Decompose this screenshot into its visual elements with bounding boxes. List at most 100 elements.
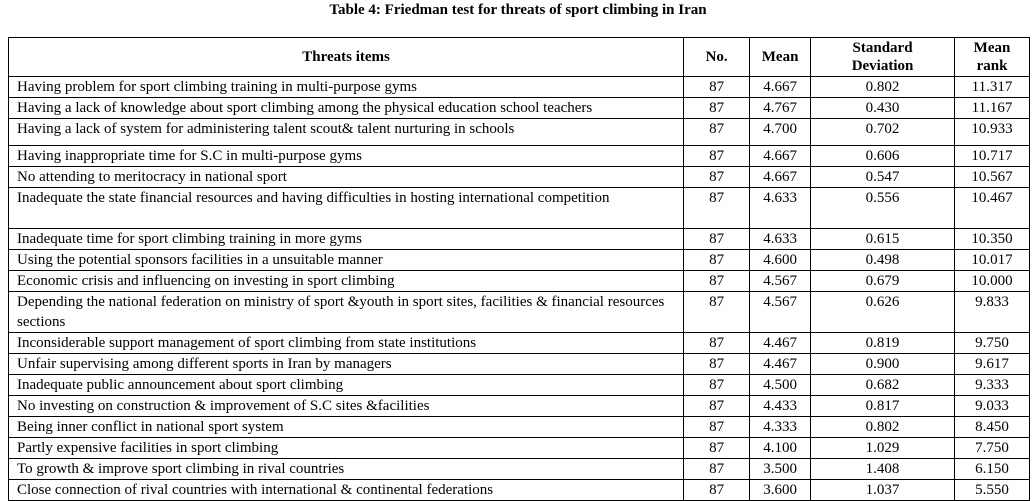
no-cell: 87 — [683, 249, 751, 271]
header-mean-rank: Mean rank — [954, 37, 1030, 77]
mean-cell: 4.767 — [749, 97, 812, 119]
mean-cell: 4.633 — [749, 228, 812, 250]
threat-item-cell: Having inappropriate time for S.C in mul… — [7, 145, 685, 167]
mean-cell: 4.467 — [749, 353, 812, 375]
mean-rank-cell: 8.450 — [954, 416, 1030, 438]
std-dev-cell: 0.498 — [810, 249, 955, 271]
threat-item-cell: No attending to meritocracy in national … — [7, 166, 685, 188]
mean-cell: 4.633 — [749, 187, 812, 229]
table-row: No investing on construction & improveme… — [7, 395, 1030, 417]
mean-rank-cell: 5.550 — [954, 479, 1030, 501]
std-dev-cell: 0.556 — [810, 187, 955, 229]
mean-cell: 4.567 — [749, 291, 812, 333]
mean-cell: 4.700 — [749, 118, 812, 146]
mean-rank-cell: 11.317 — [954, 76, 1030, 98]
mean-rank-cell: 9.617 — [954, 353, 1030, 375]
table-row: Having problem for sport climbing traini… — [7, 76, 1030, 98]
no-cell: 87 — [683, 416, 751, 438]
mean-cell: 4.467 — [749, 332, 812, 354]
std-dev-cell: 0.802 — [810, 76, 955, 98]
no-cell: 87 — [683, 76, 751, 98]
table-row: No attending to meritocracy in national … — [7, 166, 1030, 188]
mean-cell: 4.333 — [749, 416, 812, 438]
mean-rank-cell: 9.833 — [954, 291, 1030, 333]
mean-rank-cell: 6.150 — [954, 458, 1030, 480]
table-row: Depending the national federation on min… — [7, 291, 1030, 333]
table-row: Inadequate time for sport climbing train… — [7, 228, 1030, 250]
mean-cell: 4.667 — [749, 166, 812, 188]
std-dev-cell: 0.547 — [810, 166, 955, 188]
mean-cell: 4.667 — [749, 76, 812, 98]
no-cell: 87 — [683, 458, 751, 480]
mean-rank-cell: 10.467 — [954, 187, 1030, 229]
threat-item-cell: Close connection of rival countries with… — [7, 479, 685, 501]
mean-rank-cell: 10.567 — [954, 166, 1030, 188]
threat-item-cell: Inconsiderable support management of spo… — [7, 332, 685, 354]
header-no: No. — [683, 37, 751, 77]
table-row: Having a lack of knowledge about sport c… — [7, 97, 1030, 119]
table-row: Unfair supervising among different sport… — [7, 353, 1030, 375]
threat-item-cell: Having a lack of knowledge about sport c… — [7, 97, 685, 119]
no-cell: 87 — [683, 187, 751, 229]
std-dev-cell: 0.702 — [810, 118, 955, 146]
table-row: Being inner conflict in national sport s… — [7, 416, 1030, 438]
threat-item-cell: Inadequate public announcement about spo… — [7, 374, 685, 396]
std-dev-cell: 1.408 — [810, 458, 955, 480]
table-title: Table 4: Friedman test for threats of sp… — [329, 2, 707, 18]
mean-rank-cell: 10.350 — [954, 228, 1030, 250]
std-dev-cell: 0.430 — [810, 97, 955, 119]
header-standard-deviation: Standard Deviation — [810, 37, 955, 77]
no-cell: 87 — [683, 437, 751, 459]
no-cell: 87 — [683, 291, 751, 333]
no-cell: 87 — [683, 228, 751, 250]
table-row: Inadequate public announcement about spo… — [7, 374, 1030, 396]
threat-item-cell: Inadequate time for sport climbing train… — [7, 228, 685, 250]
table-row: Economic crisis and influencing on inves… — [7, 270, 1030, 292]
mean-cell: 4.433 — [749, 395, 812, 417]
mean-cell: 4.567 — [749, 270, 812, 292]
no-cell: 87 — [683, 166, 751, 188]
no-cell: 87 — [683, 479, 751, 501]
std-dev-cell: 0.802 — [810, 416, 955, 438]
std-dev-cell: 0.817 — [810, 395, 955, 417]
std-dev-cell: 1.029 — [810, 437, 955, 459]
threat-item-cell: Using the potential sponsors facilities … — [7, 249, 685, 271]
threat-item-cell: Unfair supervising among different sport… — [7, 353, 685, 375]
mean-rank-cell: 10.000 — [954, 270, 1030, 292]
threat-item-cell: Having a lack of system for administerin… — [7, 118, 685, 146]
std-dev-cell: 0.682 — [810, 374, 955, 396]
header-row: Threats items No. Mean Standard Deviatio… — [7, 37, 1030, 77]
mean-cell: 3.500 — [749, 458, 812, 480]
no-cell: 87 — [683, 332, 751, 354]
header-threats-items: Threats items — [7, 37, 685, 77]
mean-rank-cell: 7.750 — [954, 437, 1030, 459]
threat-item-cell: Economic crisis and influencing on inves… — [7, 270, 685, 292]
no-cell: 87 — [683, 270, 751, 292]
table-row: Inconsiderable support management of spo… — [7, 332, 1030, 354]
std-dev-cell: 0.606 — [810, 145, 955, 167]
no-cell: 87 — [683, 145, 751, 167]
mean-cell: 4.500 — [749, 374, 812, 396]
std-dev-cell: 0.615 — [810, 228, 955, 250]
threat-item-cell: Depending the national federation on min… — [7, 291, 685, 333]
table-row: Having inappropriate time for S.C in mul… — [7, 145, 1030, 167]
std-dev-cell: 1.037 — [810, 479, 955, 501]
table-row: Having a lack of system for administerin… — [7, 118, 1030, 146]
table-row: To growth & improve sport climbing in ri… — [7, 458, 1030, 480]
std-dev-cell: 0.626 — [810, 291, 955, 333]
table-row: Using the potential sponsors facilities … — [7, 249, 1030, 271]
table-row: Inadequate the state financial resources… — [7, 187, 1030, 229]
mean-rank-cell: 9.333 — [954, 374, 1030, 396]
std-dev-cell: 0.900 — [810, 353, 955, 375]
mean-cell: 4.667 — [749, 145, 812, 167]
threat-item-cell: Inadequate the state financial resources… — [7, 187, 685, 229]
threat-item-cell: To growth & improve sport climbing in ri… — [7, 458, 685, 480]
threat-item-cell: No investing on construction & improveme… — [7, 395, 685, 417]
mean-rank-cell: 11.167 — [954, 97, 1030, 119]
friedman-table: Threats items No. Mean Standard Deviatio… — [7, 37, 1030, 501]
no-cell: 87 — [683, 118, 751, 146]
mean-rank-cell: 10.017 — [954, 249, 1030, 271]
mean-rank-cell: 9.750 — [954, 332, 1030, 354]
mean-rank-cell: 10.933 — [954, 118, 1030, 146]
mean-rank-cell: 9.033 — [954, 395, 1030, 417]
